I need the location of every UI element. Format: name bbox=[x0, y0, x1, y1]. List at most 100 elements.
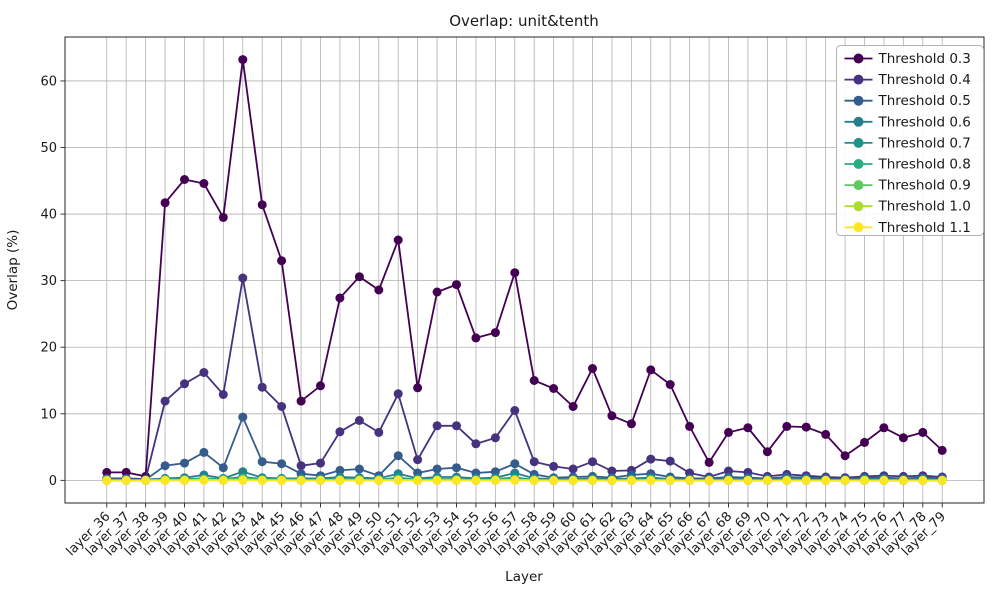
data-point bbox=[646, 475, 656, 485]
data-point bbox=[724, 475, 733, 485]
data-point bbox=[782, 421, 792, 431]
legend-label: Threshold 0.7 bbox=[878, 135, 971, 151]
data-point bbox=[510, 459, 520, 469]
data-point bbox=[452, 280, 461, 290]
data-point bbox=[782, 475, 792, 485]
data-point bbox=[257, 382, 267, 392]
data-point bbox=[180, 175, 189, 184]
chart-title: Overlap: unit&tenth bbox=[449, 12, 599, 30]
data-point bbox=[296, 461, 306, 471]
data-point bbox=[626, 475, 636, 485]
data-point bbox=[860, 475, 869, 485]
data-point bbox=[490, 475, 500, 485]
data-point bbox=[393, 451, 403, 461]
legend-label: Threshold 0.4 bbox=[878, 72, 971, 88]
legend-entry: Threshold 0.9 bbox=[844, 178, 971, 194]
y-tick-label: 60 bbox=[40, 74, 57, 89]
data-point bbox=[452, 463, 461, 473]
y-axis-label: Overlap (%) bbox=[5, 230, 21, 311]
data-point bbox=[354, 416, 364, 425]
data-point bbox=[335, 427, 345, 437]
data-point bbox=[374, 427, 384, 437]
data-point bbox=[180, 458, 189, 468]
data-point bbox=[160, 475, 170, 485]
data-point bbox=[665, 380, 675, 389]
data-point bbox=[471, 475, 481, 485]
data-point bbox=[743, 423, 753, 433]
data-point bbox=[432, 475, 442, 485]
data-point bbox=[335, 475, 345, 485]
data-point bbox=[199, 368, 209, 377]
data-point bbox=[160, 198, 170, 208]
legend-label: Threshold 0.8 bbox=[878, 157, 971, 173]
legend-label: Threshold 0.5 bbox=[878, 93, 971, 109]
data-point bbox=[840, 475, 850, 485]
data-point bbox=[568, 475, 578, 485]
data-point bbox=[335, 293, 345, 303]
legend-entry: Threshold 0.4 bbox=[844, 72, 971, 88]
data-point bbox=[626, 419, 636, 429]
data-point bbox=[898, 475, 908, 485]
data-point bbox=[296, 475, 306, 485]
data-point bbox=[199, 447, 209, 457]
legend-entry: Threshold 1.1 bbox=[844, 220, 971, 236]
legend-marker bbox=[853, 201, 864, 212]
data-point bbox=[898, 433, 908, 443]
legend-marker bbox=[853, 222, 864, 233]
data-point bbox=[549, 475, 559, 485]
data-point bbox=[471, 333, 481, 343]
y-tick-label: 20 bbox=[40, 341, 57, 356]
legend-marker bbox=[853, 95, 864, 106]
data-point bbox=[646, 365, 656, 375]
data-point bbox=[218, 463, 228, 473]
data-point bbox=[432, 287, 442, 297]
data-point bbox=[316, 475, 325, 485]
data-point bbox=[607, 475, 617, 485]
legend-marker bbox=[853, 53, 864, 64]
series-line-threshold-0.4 bbox=[106, 277, 943, 480]
data-point bbox=[937, 445, 947, 455]
data-point bbox=[490, 433, 500, 443]
y-tick-label: 0 bbox=[49, 474, 57, 489]
data-point bbox=[724, 427, 733, 437]
y-tick-label: 50 bbox=[40, 141, 57, 156]
data-point bbox=[160, 461, 170, 471]
plot-area: 0102030405060layer_36layer_37layer_38lay… bbox=[40, 36, 985, 559]
data-point bbox=[490, 328, 500, 338]
data-point bbox=[568, 464, 578, 474]
data-point bbox=[801, 475, 811, 485]
data-point bbox=[393, 389, 403, 399]
legend-marker bbox=[853, 159, 864, 169]
y-tick-label: 10 bbox=[40, 407, 57, 422]
data-point bbox=[918, 427, 928, 437]
data-point bbox=[879, 475, 889, 485]
data-point bbox=[218, 212, 228, 222]
data-point bbox=[665, 475, 675, 485]
data-point bbox=[218, 475, 228, 485]
series-line-threshold-0.5 bbox=[106, 414, 943, 481]
data-point bbox=[821, 429, 831, 439]
data-point bbox=[432, 421, 442, 431]
data-point bbox=[471, 439, 481, 449]
legend-entry: Threshold 0.3 bbox=[844, 51, 971, 67]
data-point bbox=[432, 464, 442, 474]
data-point bbox=[335, 465, 345, 475]
data-point bbox=[549, 384, 559, 393]
legend-label: Threshold 0.6 bbox=[878, 114, 971, 130]
legend-box bbox=[836, 45, 984, 236]
data-point bbox=[316, 458, 325, 468]
data-point bbox=[510, 268, 520, 278]
data-point bbox=[238, 273, 248, 283]
data-point bbox=[529, 457, 539, 467]
data-point bbox=[141, 475, 151, 485]
x-axis-label: Layer bbox=[505, 569, 543, 585]
data-point bbox=[413, 383, 423, 393]
data-point bbox=[801, 422, 811, 432]
data-point bbox=[238, 475, 248, 485]
legend-entry: Threshold 0.5 bbox=[844, 93, 971, 109]
data-point bbox=[588, 364, 597, 373]
data-point bbox=[199, 179, 209, 188]
data-point bbox=[277, 256, 287, 266]
data-point bbox=[257, 200, 267, 210]
data-point bbox=[704, 457, 714, 467]
